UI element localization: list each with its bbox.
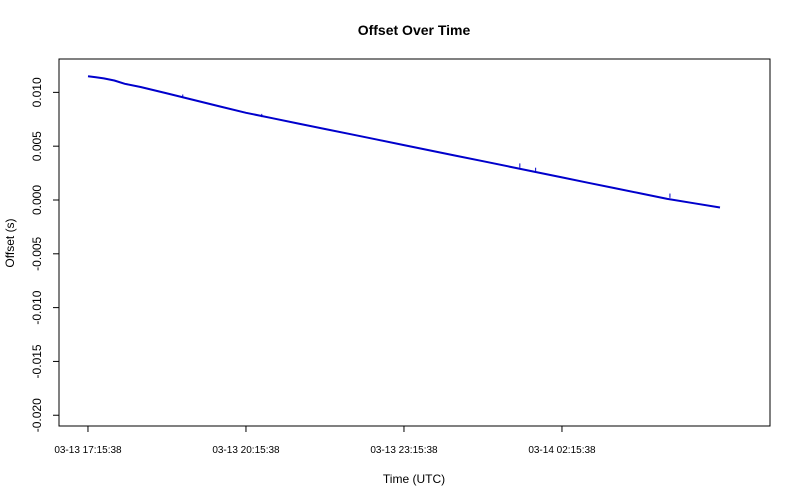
x-tick-label: 03-13 23:15:38 bbox=[370, 445, 438, 456]
offset-series-line bbox=[87, 75, 721, 209]
y-tick-label: 0.000 bbox=[30, 185, 44, 215]
y-tick-label: -0.005 bbox=[30, 236, 44, 270]
series-layer bbox=[87, 75, 721, 209]
y-tick-label: -0.020 bbox=[30, 398, 44, 432]
y-axis: 0.010 0.005 0.000 -0.005 -0.010 -0.015 -0.020 bbox=[30, 77, 60, 432]
y-tick-label: 0.005 bbox=[30, 131, 44, 161]
chart-title: Offset Over Time bbox=[358, 22, 471, 38]
x-tick-label: 03-13 20:15:38 bbox=[212, 445, 280, 456]
y-tick-label: -0.015 bbox=[30, 344, 44, 378]
x-tick-label: 03-14 02:15:38 bbox=[528, 445, 596, 456]
x-axis: 03-13 17:15:38 03-13 20:15:38 03-13 23:15:… bbox=[54, 425, 596, 456]
x-axis-label: Time (UTC) bbox=[383, 472, 445, 486]
y-tick-label: -0.010 bbox=[30, 290, 44, 324]
plot-frame bbox=[58, 58, 771, 427]
x-tick-label: 03-13 17:15:38 bbox=[54, 445, 122, 456]
y-axis-label: Offset (s) bbox=[3, 218, 17, 267]
y-tick-label: 0.010 bbox=[30, 77, 44, 107]
